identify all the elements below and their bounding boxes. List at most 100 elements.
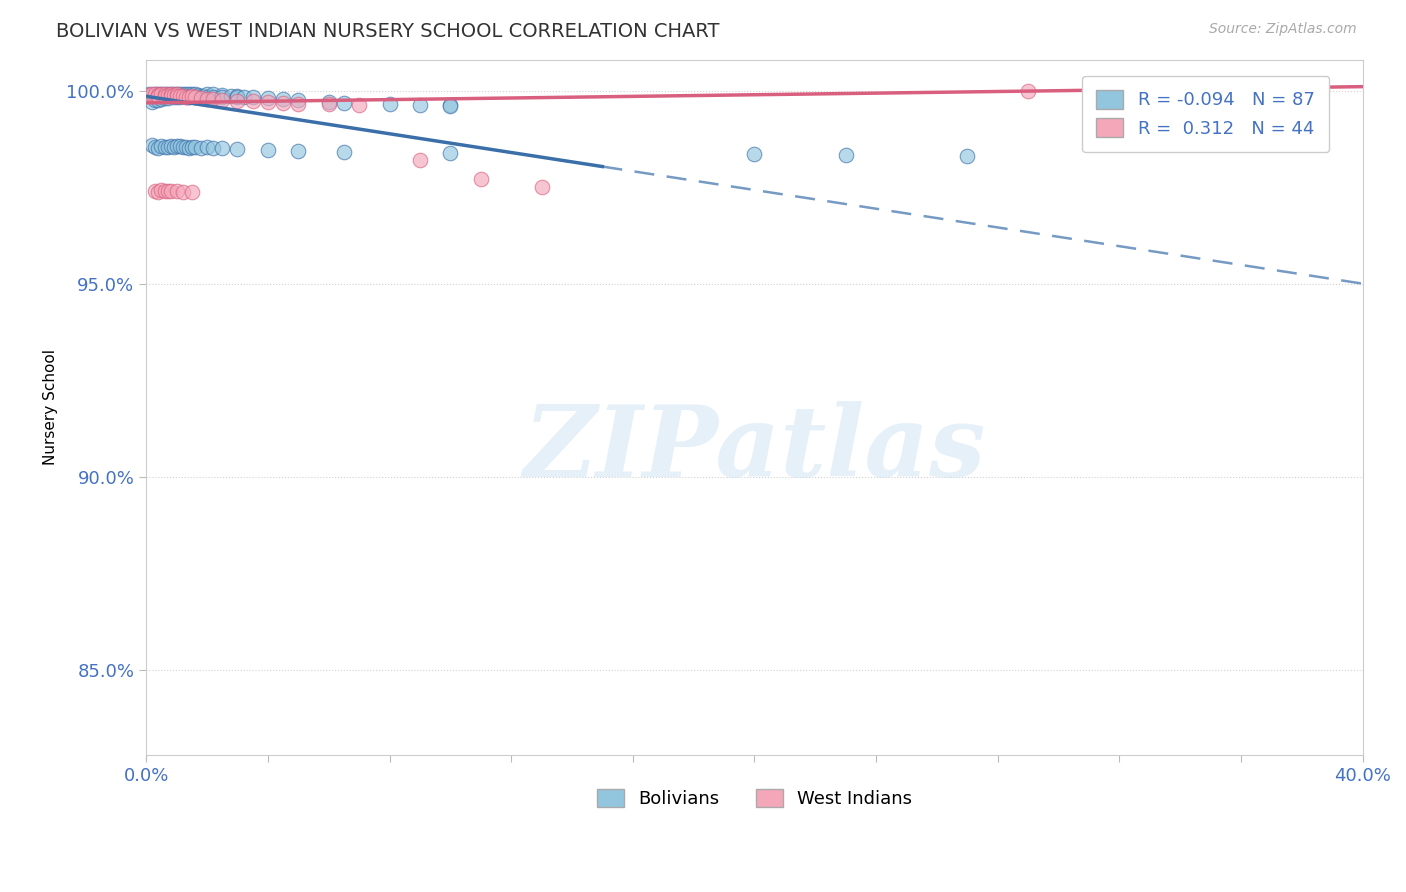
- Point: [150, 139, 173, 153]
- Point: [166, 87, 188, 102]
- Point: [166, 184, 188, 198]
- Point: [141, 87, 163, 102]
- Point: [145, 87, 167, 102]
- Point: [169, 88, 191, 103]
- Point: [141, 138, 163, 153]
- Point: [195, 139, 218, 153]
- Point: [150, 89, 173, 103]
- Point: [172, 140, 194, 154]
- Point: [145, 184, 167, 198]
- Point: [226, 94, 249, 108]
- Point: [271, 92, 294, 106]
- Point: [232, 89, 254, 103]
- Point: [221, 89, 243, 103]
- Point: [148, 93, 170, 107]
- Point: [177, 87, 200, 102]
- Point: [242, 95, 264, 109]
- Point: [153, 87, 176, 102]
- Point: [287, 96, 309, 111]
- Point: [378, 97, 401, 112]
- Point: [172, 89, 194, 103]
- Point: [409, 97, 432, 112]
- Point: [150, 92, 173, 106]
- Point: [156, 91, 179, 105]
- Point: [202, 87, 225, 102]
- Point: [162, 88, 184, 103]
- Point: [148, 88, 170, 103]
- Point: [180, 89, 202, 103]
- Point: [166, 89, 188, 103]
- Point: [150, 87, 173, 102]
- Point: [257, 91, 280, 105]
- Point: [177, 90, 200, 104]
- Point: [956, 149, 979, 163]
- Point: [174, 90, 197, 104]
- Point: [159, 87, 181, 102]
- Point: [156, 87, 179, 102]
- Point: [347, 98, 370, 112]
- Point: [271, 95, 294, 110]
- Point: [318, 97, 340, 112]
- Point: [156, 87, 179, 101]
- Point: [834, 148, 856, 162]
- Text: ZIPatlas: ZIPatlas: [523, 401, 986, 497]
- Point: [177, 141, 200, 155]
- Point: [257, 95, 280, 109]
- Point: [439, 98, 461, 112]
- Point: [153, 87, 176, 102]
- Point: [211, 93, 233, 107]
- Point: [439, 99, 461, 113]
- Point: [177, 90, 200, 104]
- Point: [148, 89, 170, 103]
- Point: [166, 90, 188, 104]
- Point: [226, 89, 249, 103]
- Point: [193, 89, 215, 103]
- Point: [159, 184, 181, 198]
- Point: [145, 93, 167, 107]
- Point: [145, 139, 167, 153]
- Point: [174, 140, 197, 154]
- Point: [162, 139, 184, 153]
- Point: [180, 89, 202, 103]
- Point: [226, 142, 249, 156]
- Point: [141, 89, 163, 103]
- Point: [148, 185, 170, 199]
- Text: Source: ZipAtlas.com: Source: ZipAtlas.com: [1209, 22, 1357, 37]
- Point: [439, 146, 461, 161]
- Point: [184, 87, 207, 102]
- Point: [184, 90, 207, 104]
- Point: [195, 92, 218, 106]
- Point: [159, 139, 181, 153]
- Point: [150, 183, 173, 197]
- Point: [211, 88, 233, 103]
- Point: [470, 172, 492, 186]
- Point: [409, 153, 432, 167]
- Point: [211, 141, 233, 155]
- Text: BOLIVIAN VS WEST INDIAN NURSERY SCHOOL CORRELATION CHART: BOLIVIAN VS WEST INDIAN NURSERY SCHOOL C…: [56, 22, 720, 41]
- Point: [174, 89, 197, 103]
- Point: [318, 95, 340, 109]
- Point: [202, 92, 225, 106]
- Point: [287, 144, 309, 158]
- Point: [530, 180, 553, 194]
- Point: [744, 147, 766, 161]
- Legend: Bolivians, West Indians: Bolivians, West Indians: [589, 781, 920, 815]
- Point: [156, 139, 179, 153]
- Point: [148, 141, 170, 155]
- Point: [166, 87, 188, 101]
- Point: [195, 87, 218, 102]
- Point: [180, 87, 202, 102]
- Point: [162, 87, 184, 101]
- Point: [195, 89, 218, 103]
- Point: [153, 88, 176, 103]
- Point: [148, 87, 170, 101]
- Point: [174, 87, 197, 102]
- Point: [226, 90, 249, 104]
- Point: [153, 184, 176, 198]
- Y-axis label: Nursery School: Nursery School: [44, 350, 58, 466]
- Point: [242, 90, 264, 104]
- Point: [211, 90, 233, 104]
- Point: [1017, 83, 1039, 97]
- Point: [202, 141, 225, 155]
- Point: [169, 89, 191, 103]
